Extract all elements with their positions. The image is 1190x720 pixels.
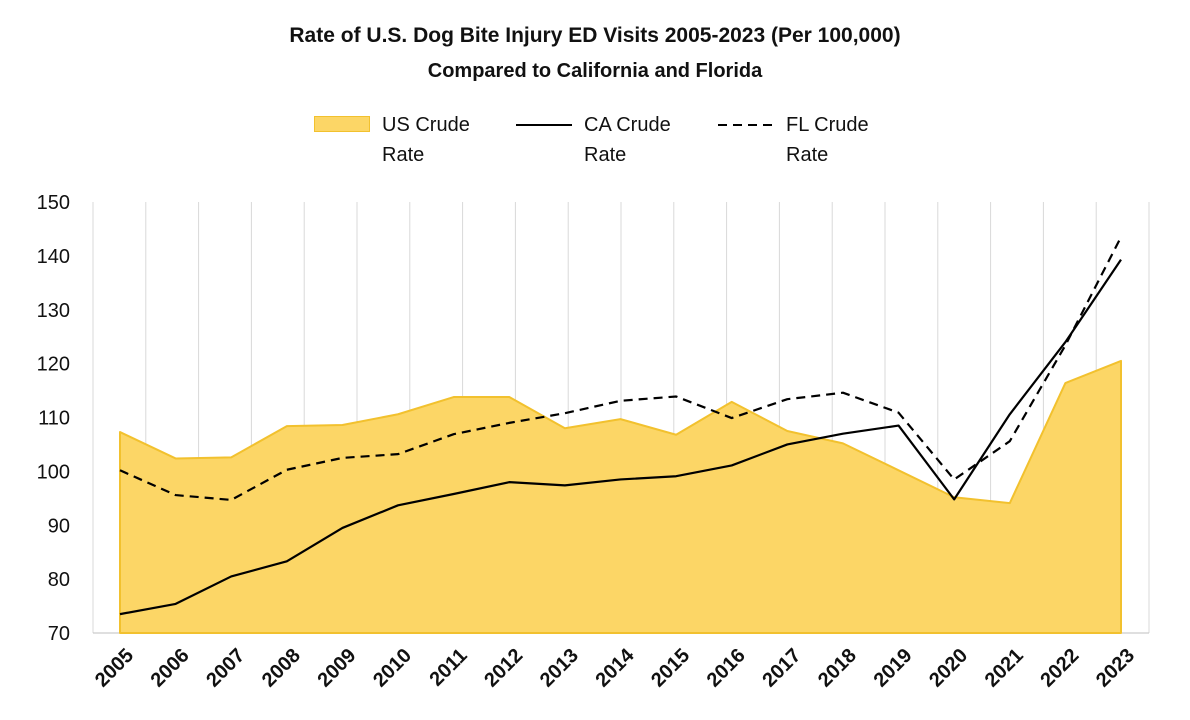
x-tick-label: 2022 [1036,644,1083,691]
legend-swatch-us [314,110,370,140]
legend-item-fl: FL Crude Rate [718,110,906,170]
legend-label-fl: FL Crude Rate [786,110,906,170]
y-tick-label: 130 [37,300,70,322]
x-tick-label: 2013 [536,644,583,691]
y-tick-label: 90 [48,515,70,537]
x-tick-label: 2008 [258,644,305,691]
y-tick-label: 70 [48,623,70,645]
x-tick-label: 2014 [591,644,639,692]
chart-subtitle: Compared to California and Florida [427,60,763,82]
legend-label-us-line2: Rate [382,144,425,166]
x-tick-label: 2020 [925,644,972,691]
series-line-ca [119,259,1122,616]
x-tick-label: 2016 [703,644,750,691]
x-tick-label: 2010 [369,644,416,691]
y-tick-label: 100 [37,461,70,483]
chart-title: Rate of U.S. Dog Bite Injury ED Visits 2… [289,24,901,47]
x-tick-label: 2018 [814,644,861,691]
series-area-us [119,359,1122,634]
legend-item-ca: CA Crude Rate [516,110,704,170]
y-tick-label: 80 [48,569,70,591]
x-tick-label: 2023 [1092,644,1139,691]
y-tick-label: 110 [38,408,70,430]
legend-swatch-ca [516,110,572,140]
legend-label-fl-line2: Rate [786,144,829,166]
legend-swatch-fl [718,110,774,140]
x-tick-label: 2017 [758,644,805,691]
y-tick-label: 150 [37,192,70,214]
legend-label-us-line1: US Crude [382,114,470,136]
x-tick-label: 2007 [202,644,249,691]
x-tick-label: 2019 [870,644,917,691]
legend-label-ca: CA Crude Rate [584,110,704,170]
y-tick-label: 120 [37,354,70,376]
x-tick-label: 2005 [91,644,138,691]
x-tick-label: 2011 [425,644,471,690]
x-tick-label: 2015 [647,644,694,691]
legend-item-us: US Crude Rate [314,110,502,170]
x-tick-label: 2009 [313,644,360,691]
legend-label-us: US Crude Rate [382,110,502,170]
legend-label-fl-line1: FL Crude [786,114,869,136]
legend-label-ca-line1: CA Crude [584,114,671,136]
x-tick-label: 2021 [981,644,1028,691]
x-tick-label: 2012 [480,644,527,691]
legend-label-ca-line2: Rate [584,144,627,166]
y-tick-label: 140 [37,246,70,268]
x-tick-label: 2006 [147,644,194,691]
